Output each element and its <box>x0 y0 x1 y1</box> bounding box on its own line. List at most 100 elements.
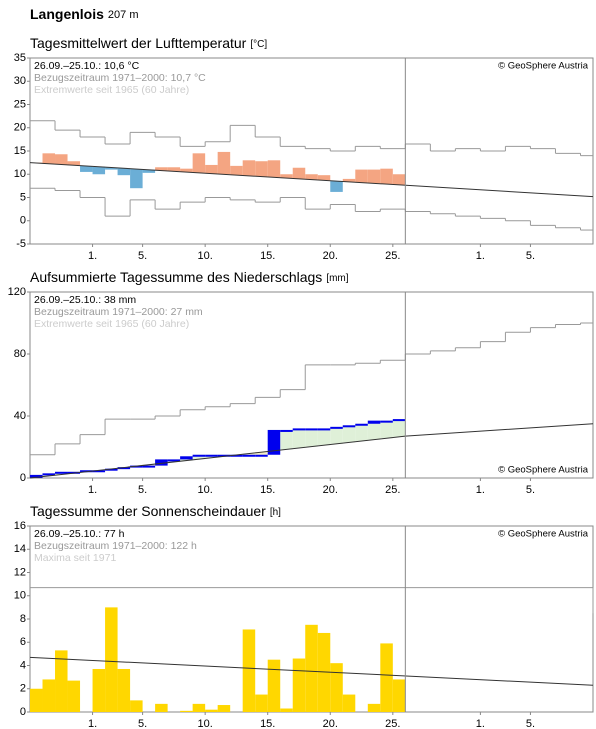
daily-increment <box>242 454 256 457</box>
anomaly-bar <box>342 178 356 182</box>
daily-increment <box>42 473 56 476</box>
anomaly-bar <box>67 161 81 166</box>
bar <box>392 679 406 712</box>
deviation-area <box>192 454 206 460</box>
y-tick-label: 40 <box>14 410 26 422</box>
x-tick-label: 10. <box>198 484 213 496</box>
bar <box>292 658 306 712</box>
bar <box>117 668 131 712</box>
daily-increment <box>342 425 356 428</box>
y-tick-label: 25 <box>14 98 26 110</box>
deviation-area <box>380 420 393 439</box>
daily-increment <box>392 419 406 422</box>
daily-increment <box>105 468 118 471</box>
anomaly-bar <box>105 167 118 170</box>
anomaly-bar <box>192 153 206 173</box>
bar <box>180 710 193 712</box>
legend-text: Maxima seit 1971 <box>34 552 116 564</box>
anomaly-bar <box>205 164 218 174</box>
y-tick-label: 0 <box>20 215 26 227</box>
anomaly-bar <box>355 169 368 183</box>
daily-increment <box>92 470 106 473</box>
unit: [°C] <box>250 39 267 50</box>
anomaly-bar <box>380 168 393 185</box>
normal-line <box>29 656 594 686</box>
x-tick-label: 25. <box>385 250 400 262</box>
x-tick-label: 1. <box>88 718 97 729</box>
x-tick-label: 25. <box>385 718 400 729</box>
deviation-area <box>330 426 343 444</box>
x-tick-label: 25. <box>385 484 400 496</box>
title: Tagesmittelwert der Lufttemperatur <box>30 35 247 51</box>
legend-text: Bezugszeitraum 1971–2000: 10,7 °C <box>34 72 206 84</box>
deviation-area <box>292 428 306 449</box>
normal-line <box>29 162 594 198</box>
y-tick-label: 14 <box>14 543 26 555</box>
station-name: Langenlois <box>30 6 104 22</box>
daily-increment <box>230 454 243 457</box>
legend-text: 26.09.–25.10.: 10,6 °C <box>34 60 140 72</box>
x-tick-label: 1. <box>88 250 97 262</box>
bar <box>267 659 281 712</box>
x-tick-label: 1. <box>476 718 485 729</box>
chart-title: Tagesmittelwert der Lufttemperatur [°C] <box>30 35 267 51</box>
bar <box>30 688 43 712</box>
bar <box>242 629 256 712</box>
deviation-area <box>342 425 356 443</box>
anomaly-bar <box>392 174 406 185</box>
daily-increment <box>30 474 43 478</box>
title: Tagessumme der Sonnenscheindauer <box>30 503 266 519</box>
x-tick-label: 1. <box>88 484 97 496</box>
daily-increment <box>142 465 156 468</box>
daily-increment <box>155 459 168 466</box>
bar <box>367 703 381 712</box>
y-tick-label: 0 <box>20 472 26 484</box>
bar <box>330 663 343 712</box>
credit: © GeoSphere Austria <box>498 529 589 540</box>
bar <box>130 700 143 712</box>
daily-increment <box>217 454 231 457</box>
anomaly-bar <box>180 168 193 173</box>
daily-increment <box>192 454 206 457</box>
y-tick-label: 8 <box>20 613 26 625</box>
daily-increment <box>317 428 331 431</box>
bar <box>55 650 68 712</box>
unit: [h] <box>270 507 281 518</box>
daily-increment <box>280 429 293 432</box>
x-tick-label: 10. <box>198 718 213 729</box>
bar <box>92 668 106 712</box>
title: Aufsummierte Tagessumme des Niederschlag… <box>30 269 322 285</box>
bar <box>280 708 293 712</box>
x-tick-label: 5. <box>138 484 147 496</box>
x-tick-label: 15. <box>260 250 275 262</box>
deviation-area <box>367 420 381 440</box>
x-tick-label: 5. <box>526 718 535 729</box>
daily-increment <box>292 428 306 431</box>
bar <box>67 680 81 712</box>
bar <box>380 643 393 712</box>
x-tick-label: 5. <box>526 484 535 496</box>
anomaly-bar <box>117 168 131 176</box>
credit: © GeoSphere Austria <box>498 465 589 476</box>
bar <box>342 694 356 712</box>
bar <box>255 694 268 712</box>
daily-increment <box>267 429 281 455</box>
bar <box>317 632 331 712</box>
y-tick-label: 5 <box>20 191 26 203</box>
x-tick-label: 5. <box>138 250 147 262</box>
chart: Tagesmittelwert der Lufttemperatur [°C] -5… <box>14 35 594 262</box>
bar <box>42 679 56 712</box>
station-altitude: 207 m <box>108 9 139 21</box>
anomaly-bar <box>142 169 156 173</box>
y-tick-label: 2 <box>20 683 26 695</box>
chart: Tagessumme der Sonnenscheindauer [h] 0 2 4 6 8… <box>14 503 594 729</box>
daily-increment <box>180 456 193 460</box>
x-tick-label: 15. <box>260 484 275 496</box>
daily-increment <box>355 423 368 426</box>
daily-increment <box>167 459 181 462</box>
deviation-area <box>305 428 318 447</box>
chart-title: Aufsummierte Tagessumme des Niederschlag… <box>30 269 349 285</box>
anomaly-bar <box>92 166 106 175</box>
y-tick-label: 120 <box>8 286 26 298</box>
legend-text: Extremwerte seit 1965 (60 Jahre) <box>34 318 189 330</box>
